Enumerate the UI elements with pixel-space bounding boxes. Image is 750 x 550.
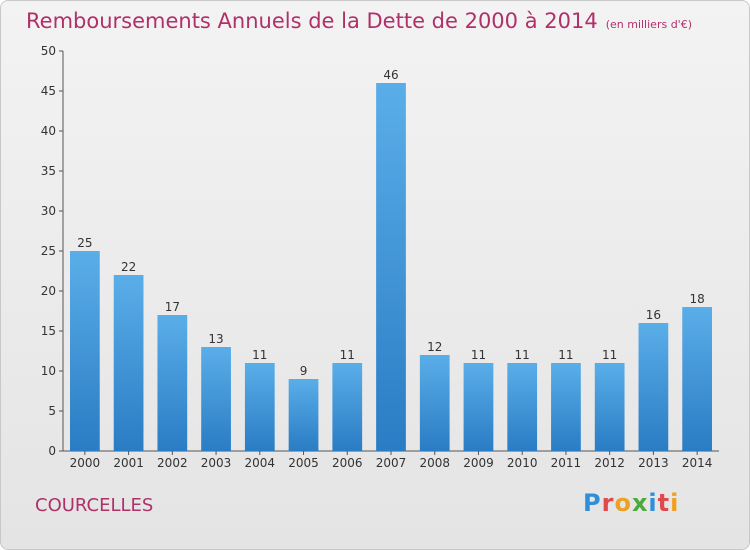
x-tick-label: 2011 (551, 456, 582, 470)
bar (463, 363, 494, 451)
bar-value-label: 22 (121, 260, 136, 274)
x-tick-label: 2012 (594, 456, 625, 470)
bar-value-label: 46 (383, 68, 398, 82)
x-tick-label: 2013 (638, 456, 669, 470)
bar-value-label: 11 (340, 348, 355, 362)
chart-title: Remboursements Annuels de la Dette de 20… (26, 9, 692, 33)
y-tick-label: 40 (41, 124, 56, 138)
town-name: COURCELLES (35, 495, 154, 516)
x-tick-label: 2007 (376, 456, 407, 470)
logo-letter: t (657, 489, 671, 517)
bar-value-label: 18 (689, 292, 704, 306)
bar-value-label: 25 (77, 236, 92, 250)
bar-value-label: 12 (427, 340, 442, 354)
bar (332, 363, 363, 451)
chart-title-main: Remboursements Annuels de la Dette de 20… (26, 9, 598, 33)
x-tick-label: 2009 (463, 456, 494, 470)
y-tick-label: 10 (41, 364, 56, 378)
y-tick-label: 15 (41, 324, 56, 338)
bar (507, 363, 538, 451)
x-tick-label: 2005 (288, 456, 319, 470)
x-tick-label: 2003 (201, 456, 232, 470)
bar-value-label: 13 (208, 332, 223, 346)
y-tick-label: 45 (41, 84, 56, 98)
y-tick-label: 25 (41, 244, 56, 258)
bar (682, 307, 713, 451)
bar (288, 379, 319, 451)
x-tick-label: 2002 (157, 456, 188, 470)
bar (419, 355, 450, 451)
logo-letter: o (614, 489, 632, 517)
x-tick-label: 2001 (113, 456, 144, 470)
bar (244, 363, 275, 451)
bar (69, 251, 100, 451)
bar (113, 275, 144, 451)
logo-letter: x (631, 489, 649, 517)
proxiti-logo: Proxiti (583, 489, 679, 517)
bar-value-label: 11 (602, 348, 617, 362)
bar-value-label: 16 (646, 308, 661, 322)
bar (594, 363, 625, 451)
chart-subtitle: (en milliers d'€) (605, 18, 692, 31)
y-tick-label: 5 (48, 404, 56, 418)
bar-value-label: 11 (558, 348, 573, 362)
x-tick-label: 2006 (332, 456, 363, 470)
bar (201, 347, 231, 451)
bar-value-label: 17 (165, 300, 180, 314)
bar (638, 323, 669, 451)
bar-value-label: 11 (252, 348, 267, 362)
bar (376, 83, 406, 451)
y-tick-label: 30 (41, 204, 56, 218)
chart-data-labels: 25 22 17 13 11 9 11 46 12 11 11 11 11 16 18 (77, 68, 705, 378)
x-tick-label: 2010 (507, 456, 538, 470)
x-tick-label: 2000 (70, 456, 101, 470)
y-tick-label: 50 (41, 44, 56, 58)
logo-letter: i (648, 489, 658, 517)
logo-letter: P (583, 489, 602, 517)
y-tick-label: 0 (48, 444, 56, 458)
bar-value-label: 11 (471, 348, 486, 362)
y-tick-label: 20 (41, 284, 56, 298)
chart-axes: 0 5 10 15 20 25 30 35 40 45 50 2000 2001 2002 2003 2004… (41, 44, 719, 470)
bar-value-label: 9 (300, 364, 308, 378)
x-tick-label: 2004 (245, 456, 276, 470)
logo-letter: r (601, 489, 615, 517)
bar (551, 363, 581, 451)
y-tick-label: 35 (41, 164, 56, 178)
bar-value-label: 11 (515, 348, 530, 362)
chart-bars (69, 83, 713, 451)
x-tick-label: 2008 (419, 456, 450, 470)
x-tick-label: 2014 (682, 456, 713, 470)
bar (157, 315, 188, 451)
logo-letter: i (670, 489, 680, 517)
